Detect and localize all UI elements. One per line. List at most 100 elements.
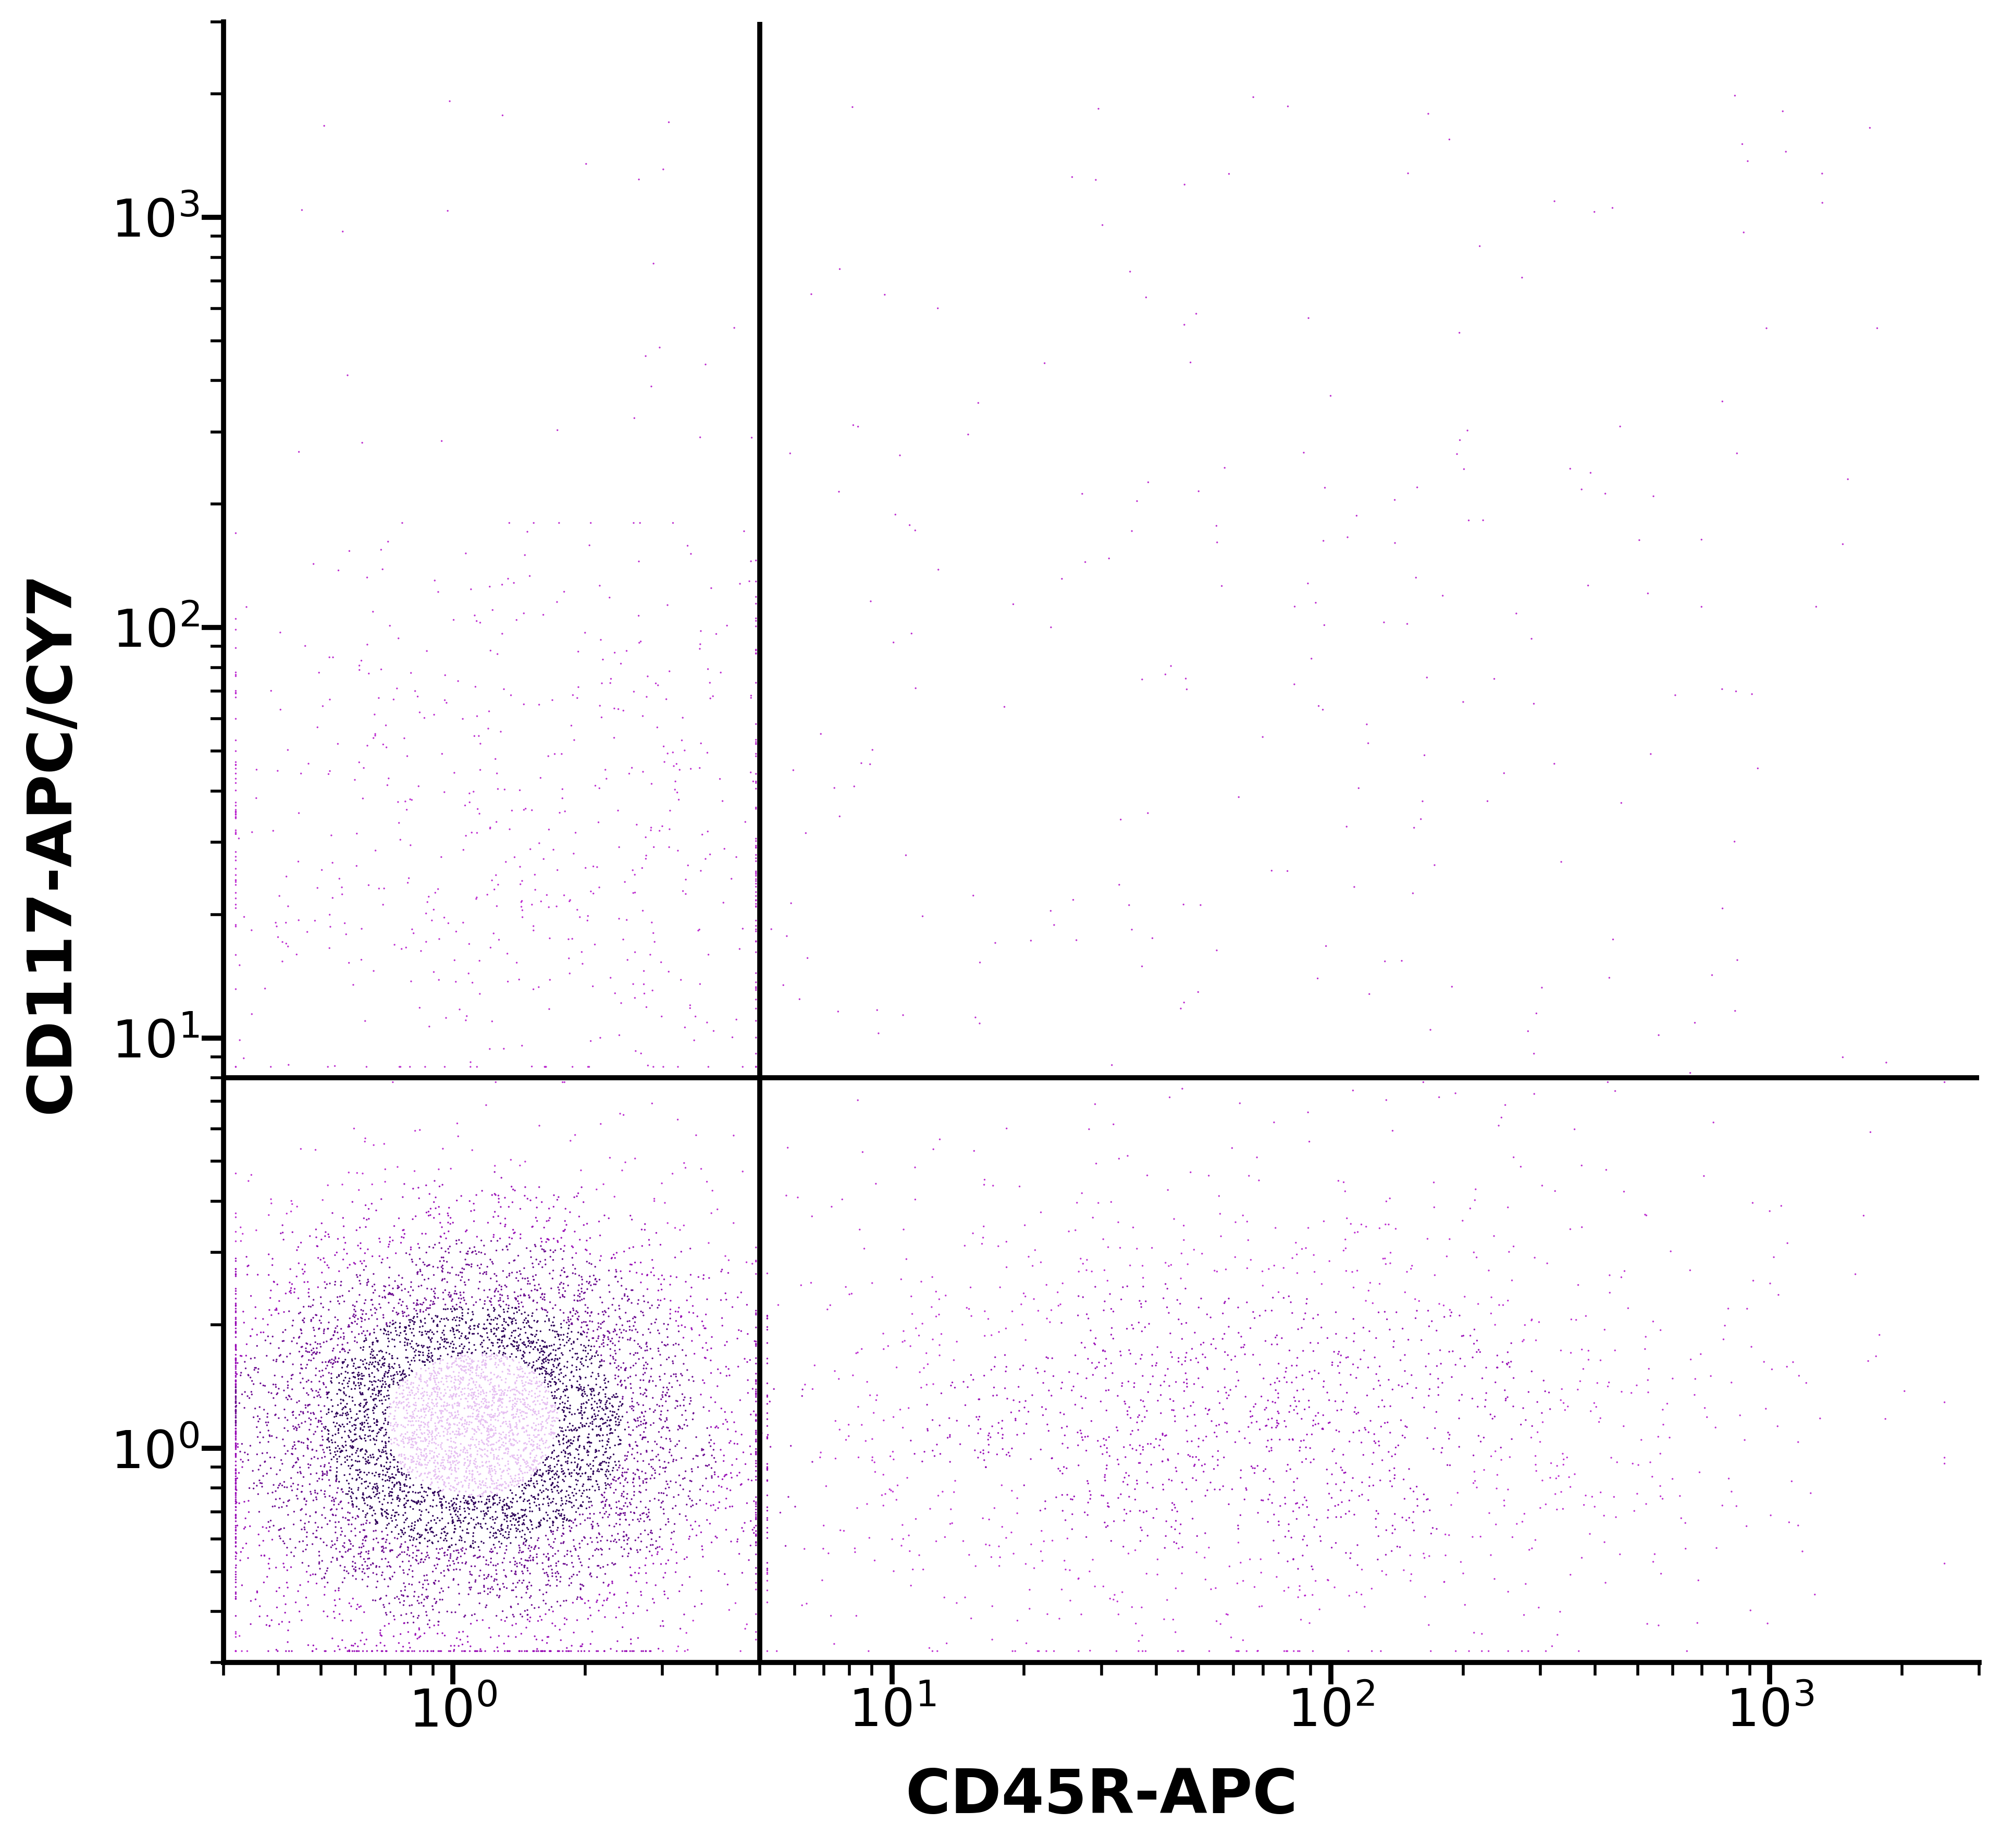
Point — [370, 1283, 402, 1312]
Point — [340, 1595, 372, 1624]
Point — [586, 1404, 618, 1434]
Point — [220, 1512, 252, 1541]
Point — [934, 1495, 966, 1525]
Point — [544, 1234, 576, 1264]
Point — [530, 1223, 562, 1253]
Point — [598, 1580, 630, 1610]
Point — [598, 1550, 630, 1580]
Point — [550, 1393, 582, 1423]
Point — [1051, 1412, 1083, 1441]
Point — [630, 1355, 662, 1384]
Point — [320, 1464, 352, 1493]
Point — [546, 1338, 578, 1368]
Point — [500, 1523, 532, 1552]
Point — [534, 1316, 566, 1345]
Point — [534, 1571, 566, 1600]
Point — [352, 1550, 384, 1580]
Point — [548, 1388, 580, 1417]
Point — [1505, 1410, 1537, 1440]
Point — [422, 1310, 454, 1340]
Point — [316, 1543, 348, 1573]
Point — [478, 1550, 510, 1580]
Point — [1343, 1416, 1375, 1445]
Point — [1201, 1421, 1233, 1451]
Point — [422, 1358, 454, 1388]
Point — [536, 1310, 568, 1340]
Point — [430, 1223, 462, 1253]
Point — [342, 1632, 374, 1661]
Point — [478, 1220, 510, 1249]
Point — [390, 1480, 422, 1510]
Point — [424, 1475, 456, 1504]
Point — [522, 1480, 554, 1510]
Point — [602, 904, 634, 933]
Point — [312, 1379, 344, 1408]
Point — [538, 1310, 570, 1340]
Point — [220, 1366, 252, 1395]
Point — [220, 1408, 252, 1438]
Point — [454, 1305, 486, 1334]
Point — [220, 1469, 252, 1499]
Point — [674, 991, 706, 1020]
Point — [346, 1410, 378, 1440]
Point — [290, 1379, 322, 1408]
Point — [358, 1336, 390, 1366]
Point — [470, 1349, 502, 1379]
Point — [426, 1384, 458, 1414]
Point — [382, 1501, 414, 1530]
Point — [1117, 1212, 1149, 1242]
Point — [410, 1368, 442, 1397]
Point — [708, 1460, 740, 1489]
Point — [674, 1234, 706, 1264]
Point — [508, 1429, 540, 1458]
Point — [740, 824, 772, 854]
Point — [576, 1562, 608, 1591]
Point — [616, 1484, 648, 1514]
Point — [532, 1560, 564, 1589]
Point — [1257, 856, 1289, 885]
Point — [588, 1467, 620, 1497]
Point — [514, 1186, 546, 1216]
Point — [614, 1257, 646, 1286]
Point — [376, 1343, 408, 1373]
Point — [372, 1499, 404, 1528]
Point — [698, 1016, 730, 1046]
Point — [438, 1488, 470, 1517]
Point — [388, 1493, 420, 1523]
Point — [478, 1565, 510, 1595]
Point — [1357, 1375, 1389, 1404]
Point — [650, 1331, 682, 1360]
Point — [708, 887, 740, 917]
Point — [452, 1519, 484, 1549]
Point — [220, 1356, 252, 1386]
Point — [684, 1486, 716, 1515]
Point — [566, 1277, 598, 1307]
Point — [484, 1362, 516, 1392]
Point — [406, 1319, 438, 1349]
Point — [1321, 1502, 1353, 1532]
Point — [418, 1449, 450, 1478]
Point — [534, 1504, 566, 1534]
Point — [690, 1166, 722, 1196]
Point — [708, 833, 740, 863]
Point — [424, 1464, 456, 1493]
Point — [544, 1430, 576, 1460]
Point — [566, 1478, 598, 1508]
Point — [552, 1382, 584, 1412]
Point — [588, 1438, 620, 1467]
Point — [552, 1303, 584, 1332]
Point — [626, 854, 658, 883]
Point — [476, 1329, 508, 1358]
Point — [532, 1458, 564, 1488]
Point — [1213, 1284, 1245, 1314]
Point — [536, 1412, 568, 1441]
Point — [1291, 1284, 1323, 1314]
Point — [392, 1512, 424, 1541]
Point — [414, 1458, 446, 1488]
Point — [1273, 1573, 1305, 1602]
Point — [530, 1406, 562, 1436]
Point — [614, 1392, 646, 1421]
Point — [412, 1430, 444, 1460]
Point — [474, 1543, 506, 1573]
Point — [578, 1399, 610, 1429]
